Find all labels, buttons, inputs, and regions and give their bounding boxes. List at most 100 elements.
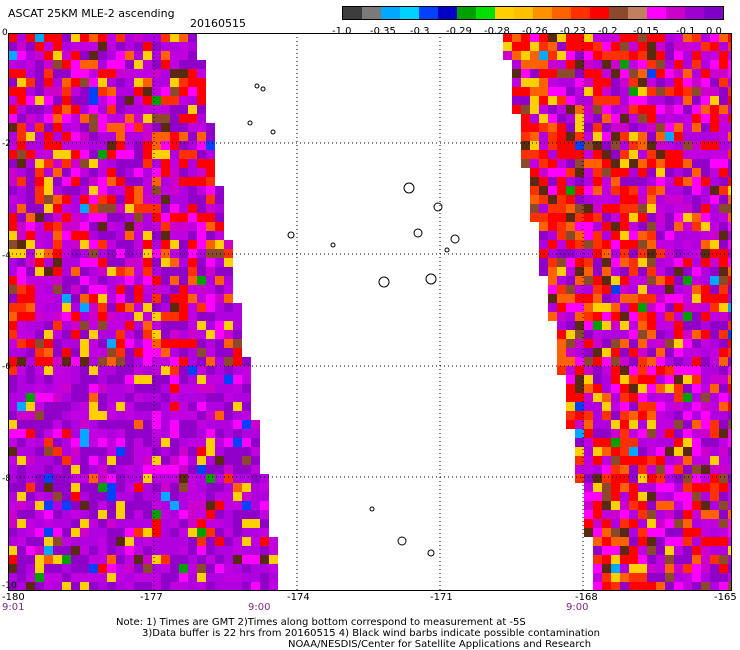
- swath-cell: [539, 42, 548, 51]
- swath-cell: [692, 285, 701, 294]
- swath-cell: [260, 510, 269, 519]
- swath-cell: [224, 348, 233, 357]
- swath-cell: [17, 384, 26, 393]
- swath-cell: [125, 474, 134, 483]
- swath-cell: [674, 150, 683, 159]
- swath-cell: [197, 204, 206, 213]
- swath-cell: [197, 150, 206, 159]
- swath-cell: [107, 429, 116, 438]
- swath-cell: [611, 240, 620, 249]
- swath-cell: [548, 114, 557, 123]
- lon-label: -168: [575, 592, 598, 603]
- swath-cell: [611, 348, 620, 357]
- swath-cell: [710, 555, 719, 564]
- swath-cell: [719, 78, 728, 87]
- swath-cell: [233, 384, 242, 393]
- swath-cell: [692, 510, 701, 519]
- swath-cell: [80, 537, 89, 546]
- swath-cell: [584, 105, 593, 114]
- swath-cell: [692, 123, 701, 132]
- swath-cell: [647, 546, 656, 555]
- swath-cell: [728, 285, 732, 294]
- swath-cell: [170, 528, 179, 537]
- colorbar-swatch: [647, 7, 666, 19]
- swath-cell: [611, 60, 620, 69]
- swath-cell: [44, 105, 53, 114]
- swath-cell: [710, 231, 719, 240]
- swath-cell: [62, 60, 71, 69]
- swath-cell: [125, 51, 134, 60]
- swath-cell: [188, 33, 197, 42]
- swath-cell: [143, 528, 152, 537]
- swath-cell: [584, 294, 593, 303]
- swath-cell: [188, 105, 197, 114]
- swath-cell: [44, 492, 53, 501]
- swath-cell: [35, 375, 44, 384]
- swath-cell: [584, 357, 593, 366]
- swath-cell: [170, 510, 179, 519]
- swath-cell: [26, 294, 35, 303]
- swath-cell: [593, 582, 602, 591]
- swath-cell: [692, 420, 701, 429]
- swath-cell: [89, 267, 98, 276]
- swath-cell: [593, 555, 602, 564]
- swath-cell: [143, 285, 152, 294]
- swath-cell: [107, 375, 116, 384]
- swath-cell: [233, 555, 242, 564]
- colorbar-label: -0.35: [370, 26, 396, 37]
- swath-cell: [593, 69, 602, 78]
- swath-cell: [701, 132, 710, 141]
- swath-cell: [584, 528, 593, 537]
- swath-cell: [674, 33, 683, 42]
- swath-cell: [125, 519, 134, 528]
- swath-cell: [62, 528, 71, 537]
- swath-cell: [629, 411, 638, 420]
- swath-cell: [710, 195, 719, 204]
- swath-cell: [575, 177, 584, 186]
- swath-cell: [152, 42, 161, 51]
- swath-cell: [575, 249, 584, 258]
- swath-cell: [710, 375, 719, 384]
- swath-cell: [674, 231, 683, 240]
- swath-cell: [53, 132, 62, 141]
- swath-cell: [53, 195, 62, 204]
- swath-cell: [566, 204, 575, 213]
- swath-cell: [179, 555, 188, 564]
- swath-cell: [107, 249, 116, 258]
- swath-cell: [683, 303, 692, 312]
- swath-cell: [701, 276, 710, 285]
- swath-cell: [584, 474, 593, 483]
- swath-cell: [8, 258, 17, 267]
- swath-cell: [683, 276, 692, 285]
- swath-cell: [638, 231, 647, 240]
- swath-cell: [719, 177, 728, 186]
- swath-cell: [35, 348, 44, 357]
- swath-cell: [728, 510, 732, 519]
- swath-cell: [692, 60, 701, 69]
- swath-cell: [710, 357, 719, 366]
- swath-cell: [584, 78, 593, 87]
- swath-cell: [575, 474, 584, 483]
- swath-cell: [647, 222, 656, 231]
- swath-cell: [98, 510, 107, 519]
- swath-cell: [575, 447, 584, 456]
- swath-cell: [71, 114, 80, 123]
- swath-cell: [107, 96, 116, 105]
- swath-cell: [215, 357, 224, 366]
- swath-cell: [539, 249, 548, 258]
- lat-label: -4: [2, 251, 11, 261]
- swath-cell: [593, 312, 602, 321]
- swath-cell: [62, 123, 71, 132]
- swath-cell: [17, 141, 26, 150]
- swath-cell: [143, 573, 152, 582]
- swath-cell: [206, 213, 215, 222]
- lon-label: -180: [2, 592, 25, 603]
- swath-cell: [665, 411, 674, 420]
- swath-cell: [35, 168, 44, 177]
- swath-cell: [215, 294, 224, 303]
- lat-label: -8: [2, 474, 11, 484]
- swath-cell: [719, 60, 728, 69]
- swath-cell: [638, 96, 647, 105]
- swath-cell: [44, 168, 53, 177]
- swath-cell: [719, 96, 728, 105]
